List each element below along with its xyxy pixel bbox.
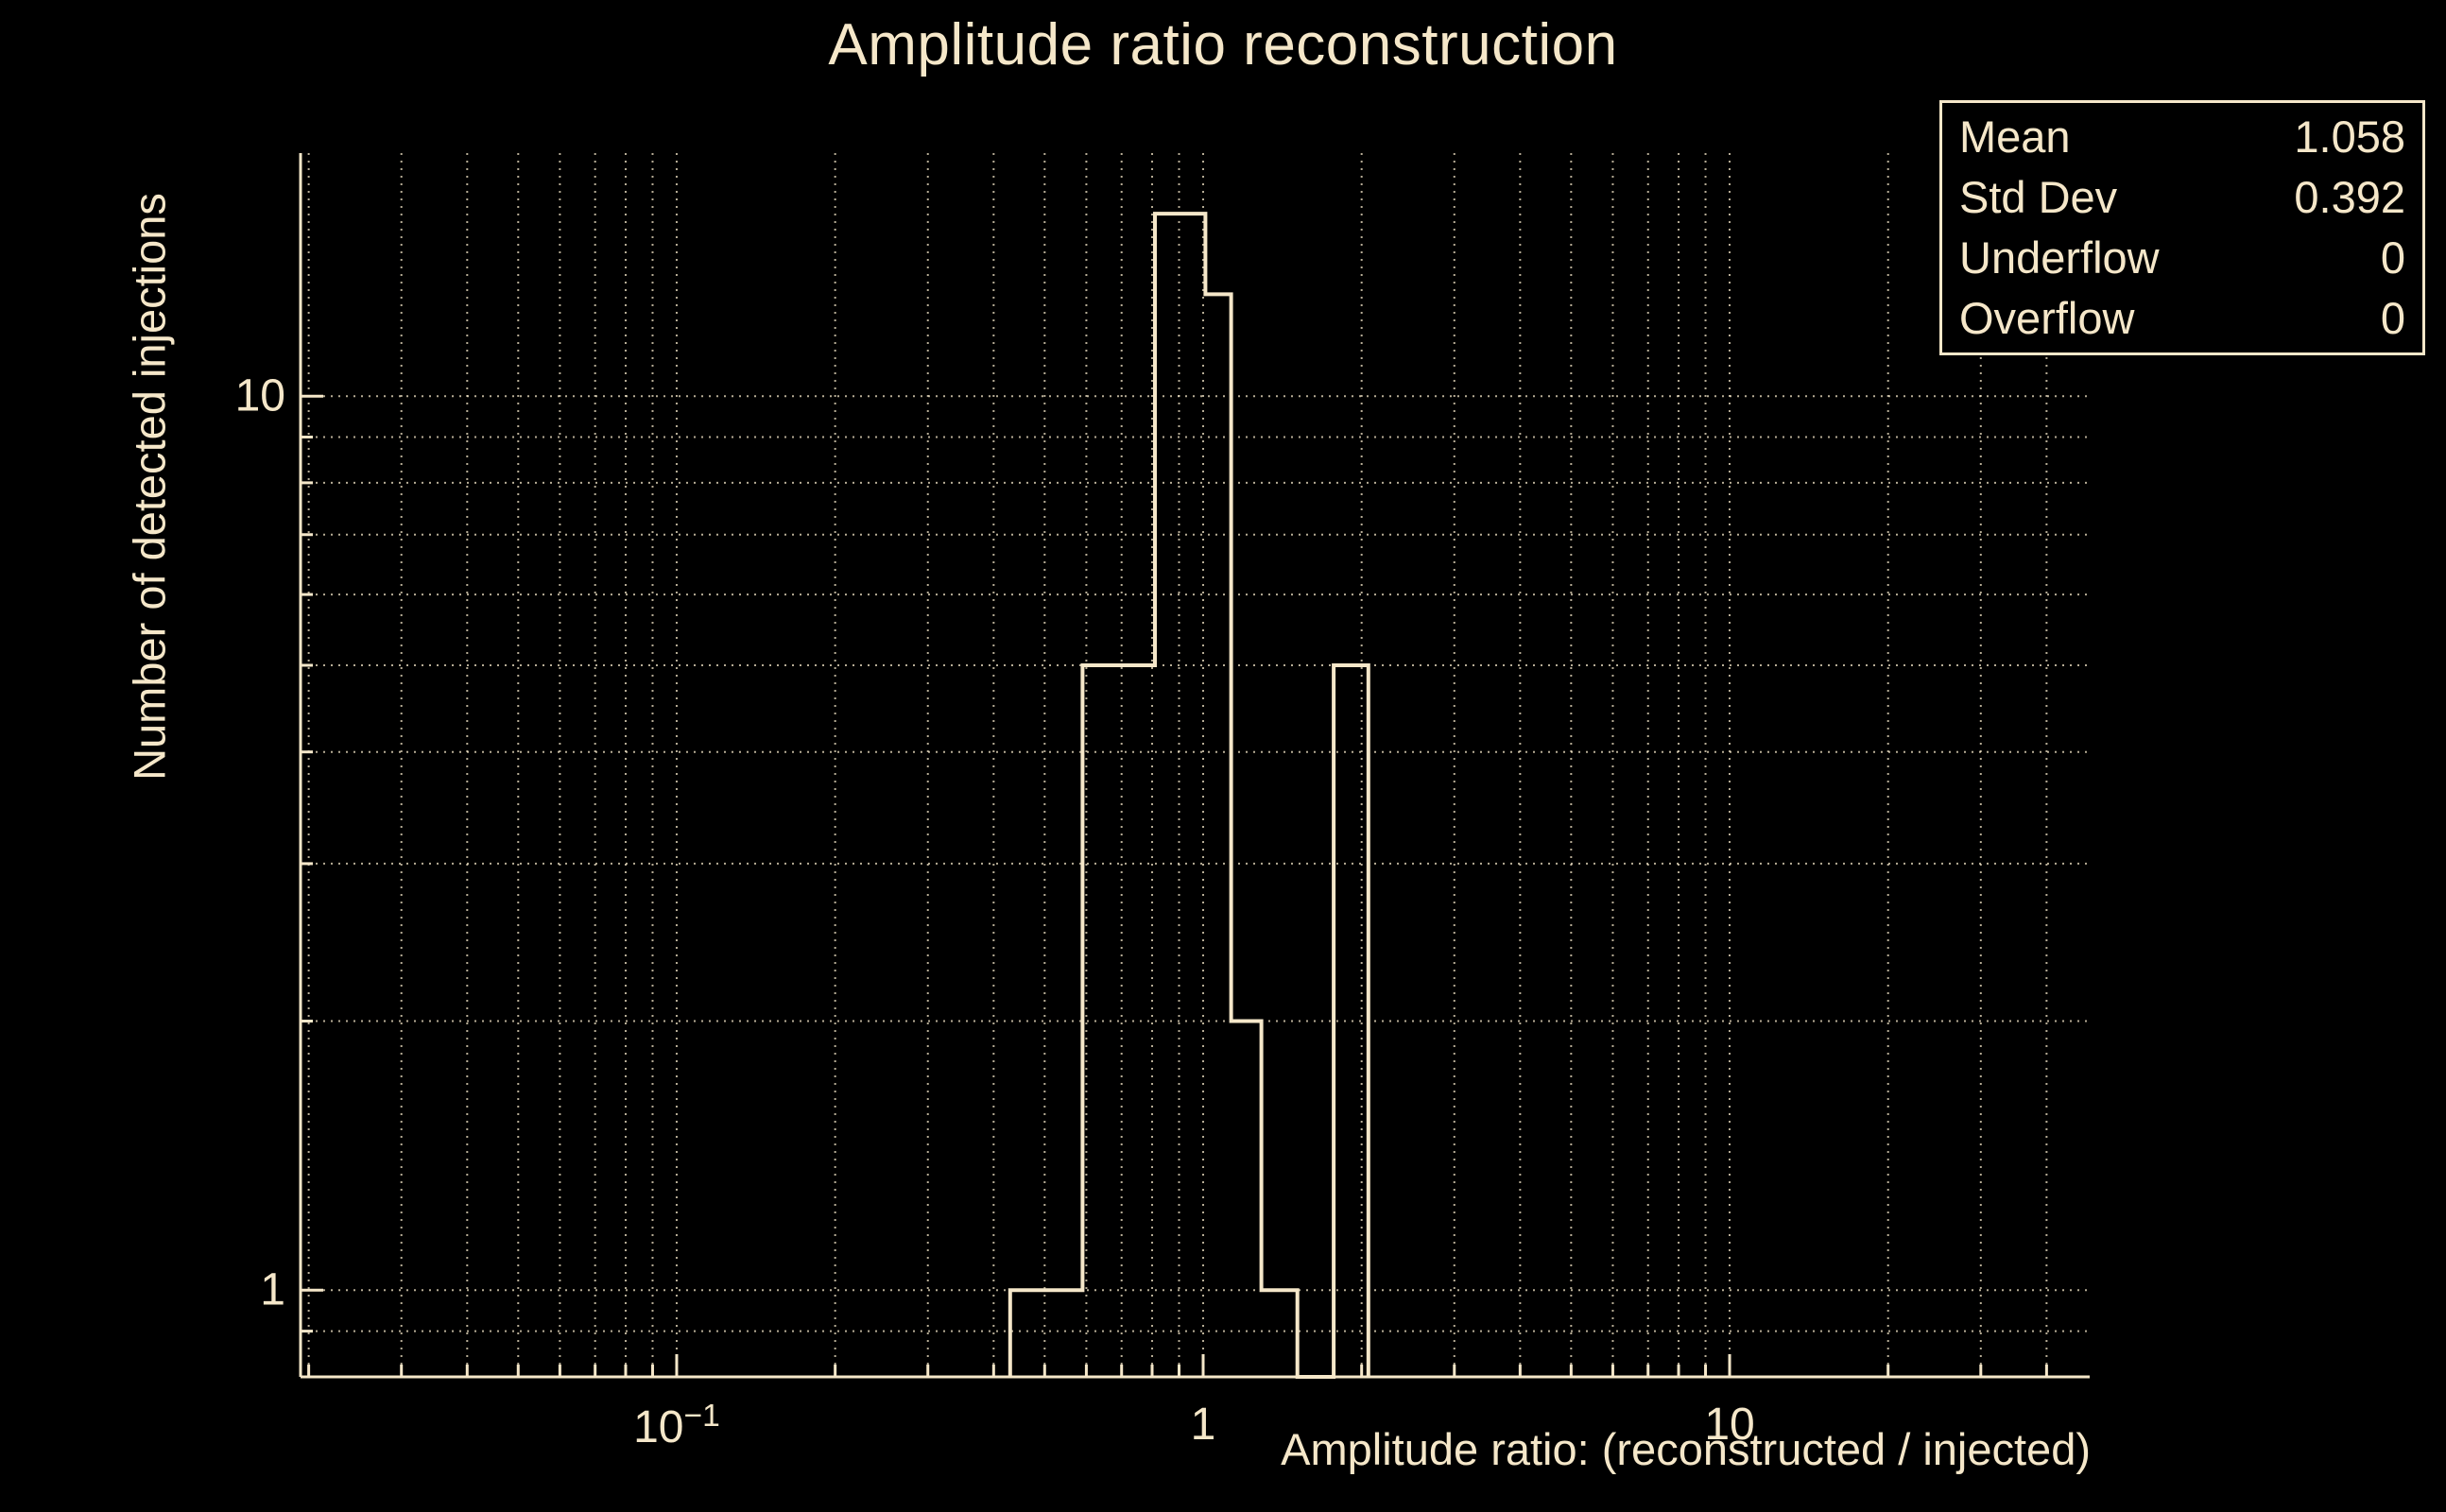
x-tick-label: 10−1 [633, 1399, 720, 1452]
stats-value: 0 [2380, 232, 2405, 283]
stats-row-stddev: Std Dev 0.392 [1942, 167, 2422, 228]
stats-label: Underflow [1959, 232, 2160, 283]
stats-label: Std Dev [1959, 172, 2118, 222]
stats-row-overflow: Overflow 0 [1942, 288, 2422, 349]
grid-lines [301, 153, 2090, 1378]
stats-value: 0 [2380, 293, 2405, 343]
stats-value: 1.058 [2294, 112, 2405, 162]
x-tick-label: 10 [1704, 1400, 1755, 1450]
stats-row-underflow: Underflow 0 [1942, 228, 2422, 288]
stats-value: 0.392 [2294, 172, 2405, 222]
x-axis-title: Amplitude ratio: (reconstructed / inject… [1281, 1424, 2091, 1474]
stats-label: Overflow [1959, 293, 2135, 343]
axes-frame [299, 153, 2090, 1379]
y-tick-label: 1 [260, 1264, 285, 1315]
chart-title: Amplitude ratio reconstruction [828, 12, 1618, 77]
x-tick-label: 1 [1190, 1400, 1216, 1450]
histogram-series [1008, 212, 1370, 1379]
stats-label: Mean [1959, 112, 2071, 162]
stats-box: Mean 1.058 Std Dev 0.392 Underflow 0 Ove… [1939, 100, 2425, 355]
stats-row-mean: Mean 1.058 [1942, 107, 2422, 167]
y-tick-label: 10 [234, 370, 285, 421]
histogram-step-line [1008, 212, 1370, 1379]
